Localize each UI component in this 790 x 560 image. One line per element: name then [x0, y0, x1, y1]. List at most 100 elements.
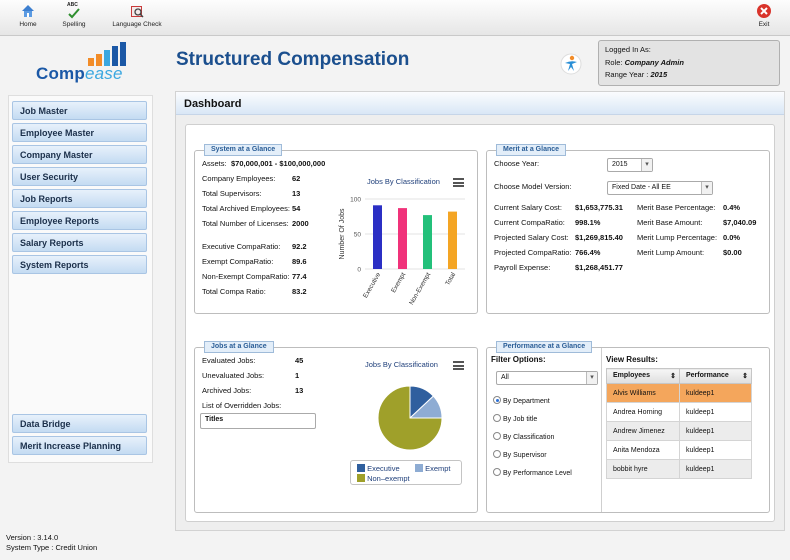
table-row[interactable]: Andrea Horning kuldeep1: [606, 402, 752, 422]
exit-button[interactable]: Exit: [750, 3, 778, 28]
legend-item[interactable]: Exempt: [415, 464, 451, 473]
close-icon: [756, 3, 772, 19]
overridden-jobs-select[interactable]: Titles: [200, 413, 316, 429]
performance-cell: kuldeep1: [679, 402, 752, 422]
assets-label: Assets:: [202, 159, 227, 168]
stat-label: Total Supervisors:: [202, 189, 262, 198]
column-header-employees[interactable]: Employees ⇕: [606, 368, 680, 384]
page-title: Structured Compensation: [176, 49, 410, 70]
table-row[interactable]: Anita Mendoza kuldeep1: [606, 440, 752, 460]
model-version-label: Choose Model Version:: [494, 182, 572, 191]
table-row[interactable]: Alvis Williams kuldeep1: [606, 383, 752, 403]
merit-left-label: Current Salary Cost:: [494, 203, 562, 212]
bar-executive[interactable]: [373, 205, 382, 269]
stat-value: 13: [292, 189, 301, 198]
dashboard-body: System at a Glance Assets: $70,000,001 -…: [185, 124, 775, 522]
chart-menu-icon[interactable]: [453, 361, 464, 370]
spelling-icon-text: ABC: [67, 2, 78, 8]
ratio-label: Non-Exempt CompaRatio:: [202, 272, 290, 281]
sort-icon: ⇕: [742, 373, 748, 380]
sidebar-item-data-bridge[interactable]: Data Bridge: [12, 414, 147, 433]
radio-by-department[interactable]: By Department: [493, 396, 550, 405]
range-year-line: Range Year : 2015: [605, 70, 668, 79]
login-info: Logged In As: Role: Company Admin Range …: [598, 40, 780, 86]
language-check-button[interactable]: Language Check: [108, 3, 166, 28]
table-row[interactable]: bobbit hyre kuldeep1: [606, 459, 752, 479]
range-year-value: 2015: [650, 70, 668, 79]
sidebar-item-job-reports[interactable]: Job Reports: [12, 189, 147, 208]
system-type-text: System Type : Credit Union: [6, 543, 98, 552]
radio-by-performance-level[interactable]: By Performance Level: [493, 468, 572, 477]
filter-select[interactable]: All ▾: [496, 371, 598, 385]
y-tick-label: 100: [350, 197, 361, 204]
merit-left-label: Payroll Expense:: [494, 263, 551, 272]
table-row[interactable]: Andrew Jimenez kuldeep1: [606, 421, 752, 441]
home-button[interactable]: Home: [14, 3, 42, 28]
sidebar-item-user-security[interactable]: User Security: [12, 167, 147, 186]
column-header-performance[interactable]: Performance ⇕: [679, 368, 752, 384]
performance-panel: Performance at a Glance Filter Options: …: [486, 341, 770, 513]
chart-menu-icon[interactable]: [453, 178, 464, 187]
ratio-value: 83.2: [292, 287, 307, 296]
merit-right-value: $7,040.09: [723, 218, 757, 227]
jobs-panel-tab: Jobs at a Glance: [204, 341, 274, 353]
performance-panel-tab: Performance at a Glance: [496, 341, 593, 353]
model-version-select[interactable]: Fixed Date - All EE ▾: [607, 181, 713, 195]
legend-item[interactable]: Executive: [357, 464, 400, 473]
bar-total[interactable]: [448, 211, 457, 269]
stat-label: Company Employees:: [202, 174, 276, 183]
sidebar-item-employee-reports[interactable]: Employee Reports: [12, 211, 147, 230]
stat-value: 62: [292, 174, 301, 183]
year-select[interactable]: 2015 ▾: [607, 158, 653, 172]
home-icon: [20, 3, 36, 19]
employee-cell: Anita Mendoza: [606, 440, 680, 460]
book-magnifier-icon: [129, 3, 145, 19]
stat-label: Total Archived Employees:: [202, 204, 290, 213]
view-results-label: View Results:: [606, 355, 658, 364]
legend-label: Non–exempt: [367, 474, 410, 483]
stat-label: Total Number of Licenses:: [202, 219, 289, 228]
pie-slice-2[interactable]: [377, 385, 443, 451]
main-panel: Dashboard System at a Glance Assets: $70…: [175, 91, 785, 531]
bar-non-exempt[interactable]: [423, 215, 432, 269]
radio-by-job-title[interactable]: By Job title: [493, 414, 537, 423]
app-header: Compease Structured Compensation Logged …: [0, 37, 790, 91]
chevron-down-icon: ▾: [641, 159, 652, 171]
jobs-stat-value: 45: [295, 356, 304, 365]
radio-by-classification[interactable]: By Classification: [493, 432, 554, 441]
radio-by-supervisor[interactable]: By Supervisor: [493, 450, 547, 459]
merit-right-label: Merit Base Amount:: [637, 218, 703, 227]
performance-cell: kuldeep1: [679, 383, 752, 403]
performance-cell: kuldeep1: [679, 421, 752, 441]
legend-swatch-exempt: [415, 464, 423, 472]
sidebar-item-system-reports[interactable]: System Reports: [12, 255, 147, 274]
employee-cell: Andrew Jimenez: [606, 421, 680, 441]
sidebar-item-company-master[interactable]: Company Master: [12, 145, 147, 164]
jobs-panel: Jobs at a Glance Evaluated Jobs: 45 Unev…: [194, 341, 478, 513]
person-icon[interactable]: [560, 53, 582, 75]
radio-icon: [493, 432, 501, 440]
legend-item[interactable]: Non–exempt: [357, 474, 410, 483]
model-version-value: Fixed Date - All EE: [612, 184, 671, 191]
legend-label: Executive: [367, 464, 400, 473]
assets-value: $70,000,001 - $100,000,000: [231, 159, 326, 168]
merit-left-label: Projected Salary Cost:: [494, 233, 569, 242]
bar-chart: 0 50 100 Number Of Jobs Executive Exempt Non-E…: [339, 197, 465, 306]
sidebar-item-salary-reports[interactable]: Salary Reports: [12, 233, 147, 252]
logo-bars-icon: [88, 42, 128, 66]
sidebar-item-job-master[interactable]: Job Master: [12, 101, 147, 120]
legend-swatch-executive: [357, 464, 365, 472]
ratio-value: 77.4: [292, 272, 307, 281]
version-text: Version : 3.14.0: [6, 533, 59, 542]
merit-panel: Merit at a Glance Choose Year: 2015 ▾ Ch…: [486, 144, 770, 314]
language-check-label: Language Check: [112, 21, 162, 28]
radio-icon: [493, 468, 501, 476]
stat-value: 54: [292, 204, 301, 213]
sidebar-item-merit-increase-planning[interactable]: Merit Increase Planning: [12, 436, 147, 455]
sidebar-item-employee-master[interactable]: Employee Master: [12, 123, 147, 142]
y-axis-label: Number Of Jobs: [339, 208, 346, 259]
ratio-label: Total Compa Ratio:: [202, 287, 266, 296]
bar-exempt[interactable]: [398, 208, 407, 269]
spelling-button[interactable]: ABC Spelling: [58, 2, 90, 28]
y-tick-label: 50: [354, 232, 362, 239]
